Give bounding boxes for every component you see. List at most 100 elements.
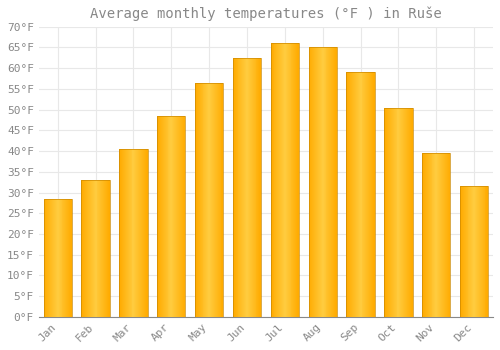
Bar [54, 199, 55, 317]
Bar [370, 72, 371, 317]
Bar [296, 43, 297, 317]
Bar [357, 72, 358, 317]
Bar [279, 43, 280, 317]
Bar [100, 180, 102, 317]
Bar [473, 186, 474, 317]
Bar [481, 186, 482, 317]
Bar [462, 186, 463, 317]
Bar [179, 116, 180, 317]
Bar [391, 107, 392, 317]
Bar [285, 43, 286, 317]
Bar [146, 149, 148, 317]
Bar [389, 107, 390, 317]
Bar [477, 186, 478, 317]
Bar [385, 107, 386, 317]
Bar [138, 149, 139, 317]
Bar [444, 153, 445, 317]
Bar [470, 186, 472, 317]
Bar [281, 43, 282, 317]
Bar [367, 72, 368, 317]
Bar [44, 199, 72, 317]
Bar [326, 48, 328, 317]
Bar [445, 153, 446, 317]
Bar [404, 107, 405, 317]
Bar [195, 83, 196, 317]
Bar [103, 180, 104, 317]
Bar [236, 58, 238, 317]
Bar [94, 180, 96, 317]
Bar [290, 43, 292, 317]
Bar [69, 199, 70, 317]
Bar [51, 199, 52, 317]
Bar [360, 72, 362, 317]
Bar [368, 72, 369, 317]
Bar [352, 72, 353, 317]
Bar [233, 58, 234, 317]
Bar [427, 153, 428, 317]
Bar [144, 149, 145, 317]
Bar [141, 149, 142, 317]
Bar [409, 107, 410, 317]
Bar [331, 48, 332, 317]
Bar [308, 48, 310, 317]
Bar [182, 116, 184, 317]
Bar [48, 199, 49, 317]
Bar [330, 48, 331, 317]
Bar [56, 199, 57, 317]
Bar [88, 180, 89, 317]
Bar [430, 153, 432, 317]
Bar [466, 186, 468, 317]
Bar [66, 199, 67, 317]
Bar [137, 149, 138, 317]
Bar [422, 153, 450, 317]
Bar [176, 116, 177, 317]
Bar [468, 186, 469, 317]
Bar [213, 83, 214, 317]
Bar [286, 43, 287, 317]
Bar [159, 116, 160, 317]
Bar [53, 199, 54, 317]
Bar [181, 116, 182, 317]
Bar [142, 149, 143, 317]
Bar [319, 48, 320, 317]
Bar [128, 149, 130, 317]
Bar [460, 186, 488, 317]
Bar [90, 180, 91, 317]
Bar [222, 83, 224, 317]
Bar [437, 153, 438, 317]
Bar [321, 48, 322, 317]
Bar [424, 153, 425, 317]
Bar [177, 116, 178, 317]
Bar [202, 83, 203, 317]
Bar [318, 48, 319, 317]
Bar [396, 107, 398, 317]
Bar [210, 83, 211, 317]
Bar [143, 149, 144, 317]
Bar [121, 149, 122, 317]
Bar [82, 180, 110, 317]
Bar [334, 48, 335, 317]
Bar [119, 149, 120, 317]
Title: Average monthly temperatures (°F ) in Ruše: Average monthly temperatures (°F ) in Ru… [90, 7, 442, 21]
Bar [175, 116, 176, 317]
Bar [70, 199, 71, 317]
Bar [234, 58, 236, 317]
Bar [157, 116, 158, 317]
Bar [125, 149, 126, 317]
Bar [198, 83, 200, 317]
Bar [250, 58, 251, 317]
Bar [220, 83, 222, 317]
Bar [461, 186, 462, 317]
Bar [482, 186, 484, 317]
Bar [442, 153, 443, 317]
Bar [106, 180, 107, 317]
Bar [92, 180, 94, 317]
Bar [134, 149, 136, 317]
Bar [145, 149, 146, 317]
Bar [158, 116, 159, 317]
Bar [84, 180, 85, 317]
Bar [392, 107, 394, 317]
Bar [355, 72, 356, 317]
Bar [353, 72, 354, 317]
Bar [272, 43, 274, 317]
